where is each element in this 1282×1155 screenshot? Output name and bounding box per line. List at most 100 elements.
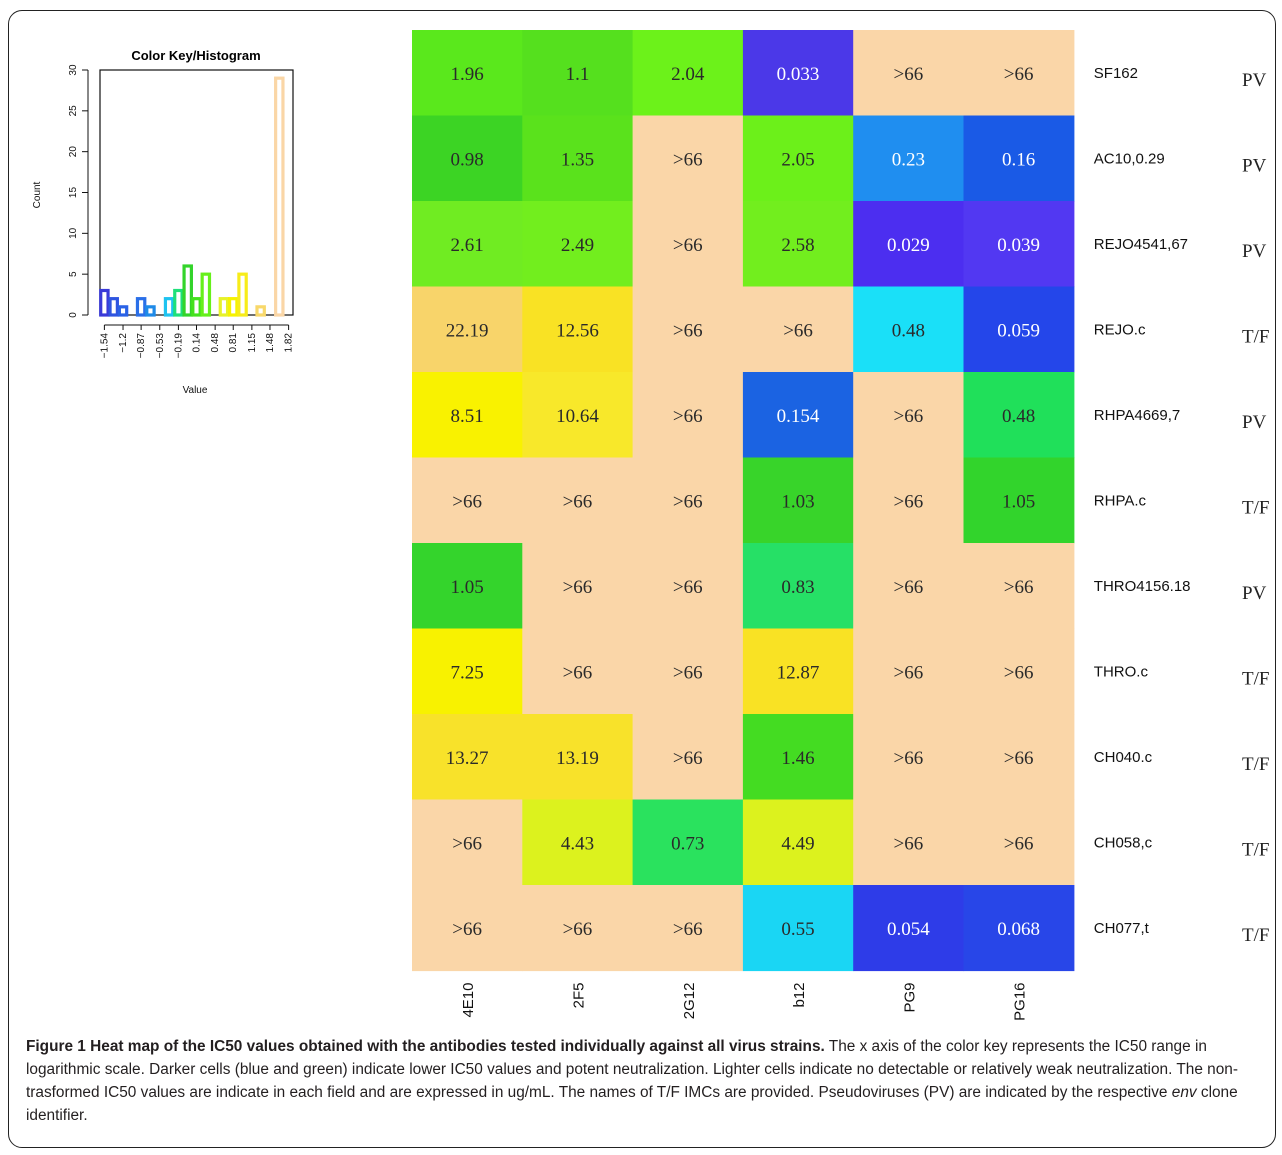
heatmap-cell	[522, 714, 634, 801]
heatmap-cell	[853, 714, 965, 801]
heatmap-cell-value: 13.27	[446, 748, 489, 769]
heatmap-row-label: SF162	[1094, 65, 1138, 82]
histogram-x-tick-label: 1.82	[284, 333, 295, 353]
histogram-bar	[163, 297, 175, 317]
heatmap-row-label: CH040.c	[1094, 749, 1153, 766]
heatmap-cell-value: 2.05	[781, 149, 814, 170]
histogram-bar	[145, 305, 156, 317]
heatmap-cell-value: >66	[673, 149, 703, 170]
heatmap-cell-value: 0.23	[892, 149, 925, 170]
heatmap-cell	[853, 628, 965, 715]
heatmap-cell-value: 1.03	[781, 491, 814, 512]
heatmap-cell	[412, 543, 523, 630]
histogram-y-tick-label: 15	[68, 187, 79, 199]
heatmap-cell	[522, 799, 634, 886]
heatmap-cell	[412, 286, 523, 373]
heatmap-cell-value: 0.059	[997, 320, 1040, 341]
heatmap-cell	[632, 714, 744, 801]
heatmap-row-label: RHPA4669,7	[1094, 407, 1180, 424]
heatmap-cell	[632, 543, 744, 630]
heatmap-cell-value: 1.35	[561, 149, 594, 170]
heatmap-cell-value: 4.49	[781, 833, 814, 854]
heatmap-cells: 1.96 1.1 2.04 0.033 >66 >66 0.98 1.35 >66 2.05 0.2…	[412, 30, 1075, 972]
heatmap-cell	[853, 885, 965, 972]
heatmap-cell	[742, 115, 854, 202]
heatmap-cell-value: >66	[783, 320, 813, 341]
heatmap-row-type: PV	[1242, 241, 1267, 262]
heatmap-cell	[632, 30, 744, 117]
heatmap-cell-value: >66	[563, 662, 593, 683]
heatmap-cell	[853, 543, 965, 630]
heatmap-cell-value: 0.033	[777, 64, 820, 85]
histogram-y-axis-label: Count	[32, 181, 43, 208]
heatmap-cell-value: >66	[1004, 577, 1034, 598]
heatmap-row-type: PV	[1242, 156, 1267, 177]
heatmap-cell-value: >66	[673, 235, 703, 256]
caption-title: Figure 1 Heat map of the IC50 values obt…	[26, 1038, 825, 1055]
heatmap-cell	[522, 115, 634, 202]
heatmap-cell	[412, 30, 523, 117]
heatmap-cell	[963, 372, 1075, 459]
heatmap-cell	[853, 201, 965, 288]
histogram-bar	[182, 264, 193, 317]
heatmap-column-label: PG9	[901, 983, 918, 1013]
histogram-y-tick-label: 30	[68, 64, 79, 76]
heatmap-cell-value: 2.61	[451, 235, 484, 256]
heatmap-cell-value: 8.51	[451, 406, 484, 427]
heatmap-cell	[963, 457, 1075, 544]
heatmap-cell	[742, 372, 854, 459]
heatmap-cell	[742, 543, 854, 630]
heatmap-cell-value: >66	[893, 662, 923, 683]
histogram-bar	[135, 297, 147, 317]
heatmap-cell-value: 10.64	[556, 406, 599, 427]
histogram-bar	[255, 305, 266, 317]
heatmap-cell-value: >66	[1004, 748, 1034, 769]
heatmap-cell-value: >66	[893, 64, 923, 85]
histogram-bar	[200, 272, 212, 317]
caption-text: The x axis of the color key represents t…	[26, 1038, 1238, 1101]
heatmap-cell-value: 0.83	[781, 577, 814, 598]
histogram-bar	[218, 297, 230, 317]
heatmap-cell-value: >66	[673, 919, 703, 940]
heatmap-cell	[632, 201, 744, 288]
heatmap-row-label: THRO.c	[1094, 664, 1149, 681]
heatmap-cell-value: >66	[673, 320, 703, 341]
heatmap-cell-value: >66	[563, 577, 593, 598]
heatmap-cell	[632, 799, 744, 886]
heatmap-cell	[412, 799, 523, 886]
heatmap-cell	[963, 30, 1075, 117]
heatmap-cell	[522, 286, 634, 373]
heatmap-cell	[963, 799, 1075, 886]
heatmap-cell	[742, 30, 854, 117]
histogram-x-tick-label: −0.87	[136, 333, 147, 359]
heatmap-cell	[853, 286, 965, 373]
heatmap-cell	[742, 201, 854, 288]
heatmap-cell	[853, 799, 965, 886]
heatmap-cell-value: >66	[893, 748, 923, 769]
histogram-x-tick-label: −0.19	[173, 333, 184, 359]
heatmap-column-labels: 4E10 2F5 2G12 b12 PG9 PG16	[460, 983, 1029, 1021]
heatmap-cell	[412, 115, 523, 202]
heatmap-cell	[412, 201, 523, 288]
heatmap-cell-value: 0.054	[887, 919, 930, 940]
heatmap-cell	[522, 30, 634, 117]
heatmap-cell	[963, 115, 1075, 202]
heatmap-cell-value: 4.43	[561, 833, 594, 854]
heatmap-cell	[412, 714, 523, 801]
histogram-x-axis-label: Value	[183, 385, 208, 396]
histogram-x-tick-label: 1.15	[247, 333, 258, 353]
heatmap-cell-value: >66	[1004, 64, 1034, 85]
heatmap-cell-value: 13.19	[556, 748, 599, 769]
heatmap-row-type: T/F	[1242, 840, 1269, 861]
heatmap-cell	[412, 457, 523, 544]
heatmap-cell-value: 0.73	[671, 833, 704, 854]
caption-text-end: clone identifier.	[26, 1084, 1238, 1124]
histogram-title: Color Key/Histogram	[131, 48, 260, 63]
heatmap-cell-value: 2.04	[671, 64, 705, 85]
histogram-bar	[237, 272, 248, 317]
histogram-x-tick-label: 0.81	[228, 333, 239, 353]
heatmap-row-labels: SF162 PV AC10,0.29 PV REJO4541,67 PV REJO.c T/F…	[1094, 65, 1270, 946]
heatmap-cell-value: 2.58	[781, 235, 814, 256]
heatmap-cell	[853, 115, 965, 202]
heatmap-cell-value: 0.029	[887, 235, 930, 256]
